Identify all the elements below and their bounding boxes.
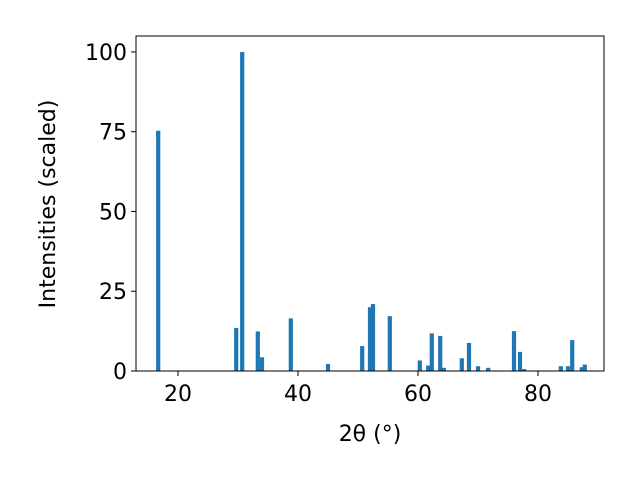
- bar: [438, 335, 443, 371]
- bar: [441, 367, 446, 371]
- bar: [429, 333, 434, 371]
- y-tick-label: 50: [99, 200, 127, 225]
- y-tick-label: 75: [99, 121, 127, 146]
- bar: [466, 342, 472, 371]
- bar: [387, 316, 392, 371]
- bar: [511, 331, 517, 371]
- y-tick-label: 100: [85, 41, 127, 66]
- bar: [426, 365, 431, 371]
- x-tick-label: 60: [404, 382, 432, 407]
- y-tick-label: 25: [99, 280, 127, 305]
- bar: [417, 360, 422, 371]
- bar: [582, 364, 587, 371]
- bar: [360, 346, 365, 371]
- bar: [565, 366, 571, 371]
- bar: [367, 307, 373, 371]
- bar: [156, 130, 161, 371]
- x-tick-label: 20: [164, 382, 192, 407]
- bar: [475, 366, 481, 371]
- x-tick-label: 40: [284, 382, 312, 407]
- bar: [234, 327, 239, 371]
- bar: [288, 318, 293, 371]
- bar: [325, 363, 331, 371]
- bar: [255, 331, 260, 371]
- bar: [570, 340, 575, 371]
- bar: [517, 351, 523, 371]
- bar: [370, 304, 376, 371]
- bar: [579, 367, 584, 371]
- bar: [522, 369, 527, 371]
- x-tick-label: 80: [524, 382, 552, 407]
- bar: [486, 367, 491, 371]
- x-axis-label: 2θ (°): [339, 422, 402, 447]
- bar: [558, 366, 563, 371]
- y-tick-label: 0: [113, 360, 127, 385]
- bar: [240, 51, 245, 371]
- y-axis-label: Intensities (scaled): [36, 100, 61, 309]
- plot-frame: [135, 35, 605, 372]
- bar: [259, 357, 265, 371]
- bar: [459, 358, 464, 371]
